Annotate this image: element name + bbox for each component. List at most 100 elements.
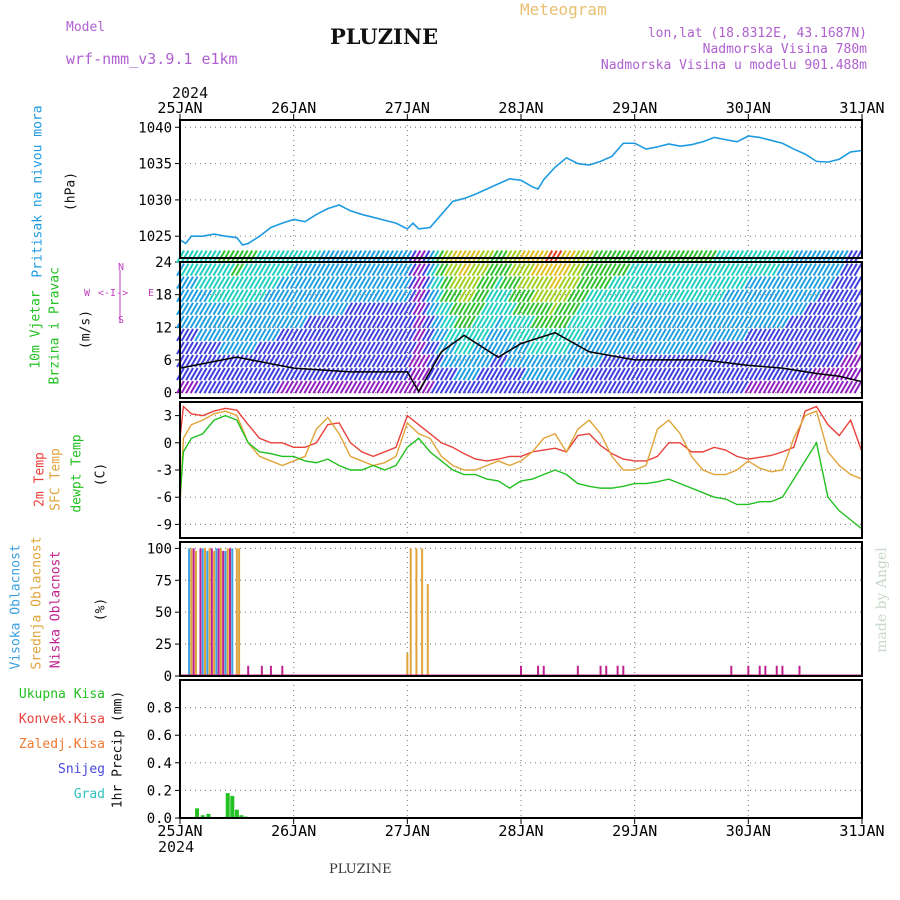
wind-barb — [512, 367, 522, 381]
wind-barb — [821, 302, 831, 316]
wind-barb — [312, 276, 322, 290]
wind-barb — [198, 276, 208, 290]
wind-barb — [317, 380, 326, 394]
wind-barb — [808, 302, 817, 316]
wind-barb — [480, 328, 490, 342]
wind-barb — [589, 276, 599, 290]
wind-barb — [758, 276, 767, 290]
wind-barb — [589, 289, 599, 303]
wind-barb — [221, 315, 231, 329]
legend-hail: Grad — [73, 787, 105, 802]
wind-barb — [626, 341, 635, 355]
wind-barb — [358, 289, 367, 303]
wind-barb — [503, 380, 513, 394]
wind-barb — [307, 302, 317, 316]
wind-barb — [539, 354, 549, 368]
wind-barb — [830, 380, 840, 394]
wind-barb — [612, 328, 622, 342]
wind-barb — [730, 263, 740, 277]
wind-barb — [648, 354, 658, 368]
wind-barb — [294, 263, 304, 277]
wind-barb — [217, 328, 226, 342]
wind-barb — [785, 341, 795, 355]
wind-barb — [317, 276, 326, 290]
wind-barb — [662, 250, 672, 264]
y-tick-label: 0 — [164, 669, 172, 685]
wind-barb — [517, 315, 526, 329]
wind-barb — [235, 276, 244, 290]
wind-barb — [567, 354, 576, 368]
wind-barb — [476, 354, 485, 368]
wind-barb — [735, 328, 745, 342]
wind-barb — [189, 250, 199, 264]
wind-barb — [408, 289, 417, 303]
wind-barb — [726, 341, 736, 355]
wind-barb — [703, 315, 713, 329]
wind-barb — [508, 367, 517, 381]
wind-barb — [644, 289, 654, 303]
wind-barb — [739, 341, 749, 355]
wind-barb — [276, 289, 285, 303]
wind-barb — [526, 341, 535, 355]
wind-barb — [671, 315, 681, 329]
wind-barb — [330, 341, 340, 355]
wind-barb — [421, 367, 431, 381]
wind-barb — [248, 302, 258, 316]
wind-barb — [380, 276, 390, 290]
wind-barb — [462, 302, 472, 316]
wind-barb — [826, 263, 836, 277]
wind-barb — [808, 315, 817, 329]
wind-barb — [576, 250, 585, 264]
wind-barb — [226, 302, 235, 316]
wind-legend-n: N — [118, 262, 125, 273]
wind-barb — [362, 380, 372, 394]
wind-barb — [448, 263, 458, 277]
wind-barb — [430, 328, 440, 342]
wind-barb — [548, 289, 558, 303]
wind-barb — [776, 250, 786, 264]
wind-barb — [621, 367, 631, 381]
wind-barb — [185, 315, 194, 329]
wind-barb — [453, 354, 463, 368]
wind-barb — [294, 250, 304, 264]
wind-barb — [776, 315, 786, 329]
wind-barb — [389, 341, 399, 355]
wind-barb — [489, 250, 499, 264]
wind-barb — [271, 302, 281, 316]
wind-barb — [262, 315, 272, 329]
wind-barb — [430, 367, 440, 381]
wind-barb — [853, 328, 863, 342]
wind-barb — [253, 341, 263, 355]
wind-barb — [849, 263, 858, 277]
wind-barb — [394, 250, 404, 264]
wind-barb — [408, 354, 417, 368]
wind-barb — [212, 328, 222, 342]
wind-barb — [739, 315, 749, 329]
wind-barb — [526, 302, 535, 316]
wind-barb — [271, 367, 281, 381]
wind-barb — [667, 315, 676, 329]
wind-barb — [767, 276, 776, 290]
wind-barb — [189, 367, 199, 381]
wind-barb — [780, 380, 790, 394]
wind-barb — [589, 354, 599, 368]
wind-barb — [326, 315, 335, 329]
wind-barb — [703, 367, 713, 381]
wind-barb — [326, 276, 335, 290]
wind-barb — [189, 341, 199, 355]
wind-barb — [739, 289, 749, 303]
wind-barb — [494, 263, 504, 277]
wind-barb — [448, 289, 458, 303]
wind-barb — [658, 354, 667, 368]
wind-barb — [285, 289, 294, 303]
temp-dewpt-line — [179, 414, 863, 530]
wind-barb — [780, 302, 790, 316]
wind-barb — [644, 380, 654, 394]
wind-barb — [567, 289, 576, 303]
wind-barb — [339, 380, 349, 394]
wind-barb — [558, 380, 567, 394]
wind-barb — [517, 380, 526, 394]
wind-barb — [667, 380, 676, 394]
wind-barb — [439, 250, 449, 264]
wind-barb — [403, 289, 413, 303]
